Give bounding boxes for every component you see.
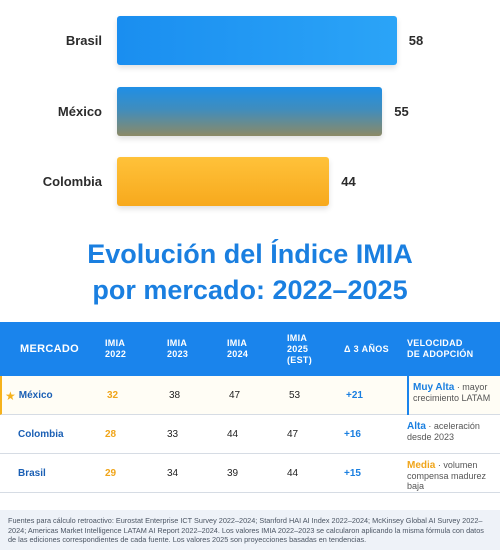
table-header: MERCADO IMIA 2022 IMIA 2023 IMIA 2024 IMIA 2… [0,322,500,376]
bar-colombia [117,157,330,206]
cell-2022: 32 [107,390,119,401]
cell-mercado: Brasil [18,468,46,479]
cell-mercado: Colombia [18,429,64,440]
star-icon: ★ [5,388,16,403]
cell-velocidad: Muy Alta · mayor crecimiento LATAM [407,376,499,415]
table-row-mexico: ★ México 32 38 47 53 +21 Muy Alta · mayo… [0,376,500,415]
velocidad-level: Alta [407,421,426,432]
imia-table: MERCADO IMIA 2022 IMIA 2023 IMIA 2024 IMIA 2… [0,322,500,493]
bar-mexico [117,87,383,136]
section-title: Evolución del Índice IMIA por mercado: 2… [0,236,500,308]
velocidad-level: Media [407,460,436,471]
cell-2023: 34 [167,468,179,479]
bar-chart: Brasil 58 México 55 Colombia 44 [0,0,500,225]
section-title-line-1: Evolución del Índice IMIA [87,239,413,269]
header-delta: Δ 3 AÑOS [344,343,389,354]
header-mercado: MERCADO [20,342,79,355]
bar-value-colombia: 44 [341,174,356,189]
header-velocidad: VELOCIDAD DE ADOPCIÓN [407,338,474,359]
header-imia-2024: IMIA 2024 [227,338,249,359]
table-row-brasil: Brasil 29 34 39 44 +15 Media · volumen c… [0,454,500,493]
cell-velocidad: Alta · aceleración desde 2023 [407,421,480,442]
header-imia-2022: IMIA 2022 [105,338,127,359]
cell-2024: 39 [227,468,239,479]
bar-label-colombia: Colombia [42,174,102,189]
cell-delta: +15 [344,468,361,479]
cell-delta: +16 [344,429,361,440]
section-title-line-2: por mercado: 2022–2025 [92,275,408,305]
header-imia-2023: IMIA 2023 [167,338,189,359]
cell-2024: 47 [229,390,241,401]
cell-velocidad: Media · volumen compensa madurez baja [407,460,487,491]
header-imia-2025: IMIA 2025 (EST) [287,332,312,365]
velocidad-level: Muy Alta [413,382,455,393]
table-row-colombia: Colombia 28 33 44 47 +16 Alta · acelerac… [0,415,500,454]
bar-label-brasil: Brasil [65,33,102,48]
cell-delta: +21 [346,390,363,401]
cell-2025: 53 [289,390,301,401]
bar-label-mexico: México [57,104,102,119]
cell-2025: 47 [287,429,299,440]
footnote: Fuentes para cálculo retroactivo: Eurost… [0,510,500,550]
cell-2023: 33 [167,429,179,440]
cell-2024: 44 [227,429,239,440]
cell-2022: 29 [105,468,117,479]
cell-mercado: ★ México [5,388,53,403]
cell-2022: 28 [105,429,117,440]
bar-value-brasil: 58 [408,33,424,48]
cell-2025: 44 [287,468,299,479]
cell-2023: 38 [169,390,181,401]
bar-brasil [117,16,397,65]
bar-value-mexico: 55 [394,104,409,119]
